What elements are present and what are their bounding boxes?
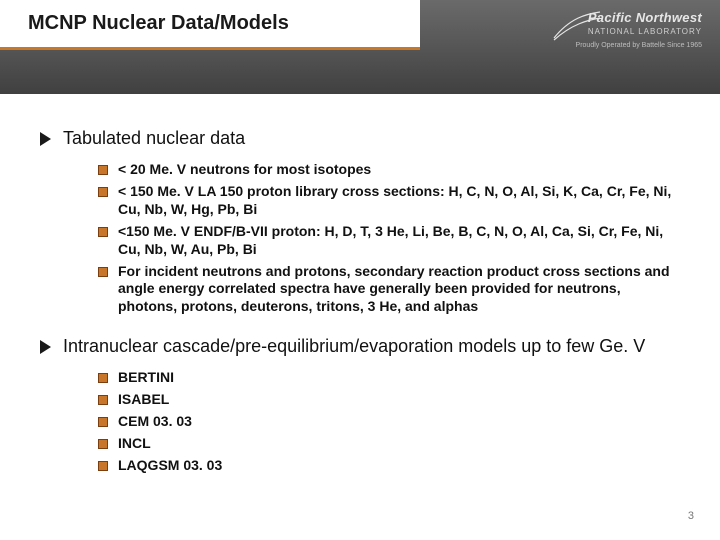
item-text: INCL [118, 435, 151, 453]
slide-content: Tabulated nuclear data < 20 Me. V neutro… [0, 94, 720, 475]
list-item: ISABEL [98, 391, 680, 409]
page-number: 3 [688, 510, 694, 522]
section-title: Tabulated nuclear data [63, 128, 245, 149]
list-item: LAQGSM 03. 03 [98, 457, 680, 475]
triangle-bullet-icon [40, 340, 51, 354]
square-bullet-icon [98, 267, 108, 277]
item-text: For incident neutrons and protons, secon… [118, 263, 680, 317]
square-bullet-icon [98, 461, 108, 471]
section-items: BERTINI ISABEL CEM 03. 03 INCL LAQGSM 03… [98, 369, 680, 475]
square-bullet-icon [98, 417, 108, 427]
slide: MCNP Nuclear Data/Models Pacific Northwe… [0, 0, 720, 540]
lab-logo: Pacific Northwest NATIONAL LABORATORY Pr… [576, 10, 702, 49]
list-item: INCL [98, 435, 680, 453]
list-item: For incident neutrons and protons, secon… [98, 263, 680, 317]
item-text: <150 Me. V ENDF/B-VII proton: H, D, T, 3… [118, 223, 680, 259]
list-item: < 150 Me. V LA 150 proton library cross … [98, 183, 680, 219]
item-text: LAQGSM 03. 03 [118, 457, 222, 475]
square-bullet-icon [98, 187, 108, 197]
list-item: CEM 03. 03 [98, 413, 680, 431]
square-bullet-icon [98, 227, 108, 237]
square-bullet-icon [98, 165, 108, 175]
item-text: < 20 Me. V neutrons for most isotopes [118, 161, 371, 179]
triangle-bullet-icon [40, 132, 51, 146]
item-text: ISABEL [118, 391, 169, 409]
item-text: < 150 Me. V LA 150 proton library cross … [118, 183, 680, 219]
slide-title: MCNP Nuclear Data/Models [28, 12, 289, 35]
square-bullet-icon [98, 439, 108, 449]
section-header: Tabulated nuclear data [40, 128, 680, 149]
section-header: Intranuclear cascade/pre-equilibrium/eva… [40, 336, 680, 357]
item-text: BERTINI [118, 369, 174, 387]
title-strip: MCNP Nuclear Data/Models [0, 0, 420, 50]
list-item: <150 Me. V ENDF/B-VII proton: H, D, T, 3… [98, 223, 680, 259]
section-items: < 20 Me. V neutrons for most isotopes < … [98, 161, 680, 316]
item-text: CEM 03. 03 [118, 413, 192, 431]
list-item: BERTINI [98, 369, 680, 387]
square-bullet-icon [98, 395, 108, 405]
section-title: Intranuclear cascade/pre-equilibrium/eva… [63, 336, 645, 357]
swoosh-icon [552, 8, 602, 44]
list-item: < 20 Me. V neutrons for most isotopes [98, 161, 680, 179]
header-band: MCNP Nuclear Data/Models Pacific Northwe… [0, 0, 720, 94]
square-bullet-icon [98, 373, 108, 383]
